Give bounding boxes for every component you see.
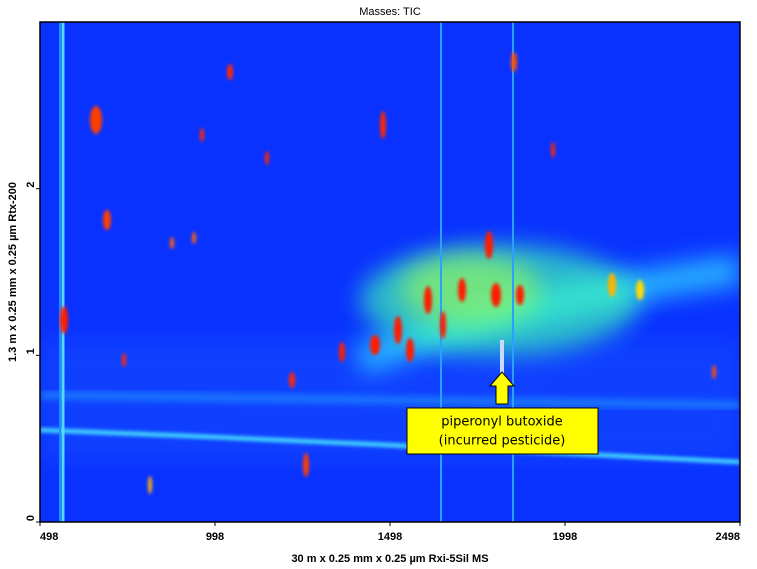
x-tick-label: 1498	[378, 531, 402, 543]
y-tick-label: 2	[25, 182, 37, 188]
y-tick-label: 1	[25, 348, 37, 354]
annotation-box	[406, 407, 599, 455]
y-tick-label: 0	[25, 515, 37, 521]
annotation-text: piperonyl butoxide	[441, 415, 563, 430]
chart-title: Masses: TIC	[359, 6, 421, 18]
contour-image	[40, 22, 740, 522]
annotation-arrow	[488, 371, 516, 405]
annotation: piperonyl butoxide (incurred pesticide)	[406, 371, 599, 455]
x-tick-label: 498	[40, 531, 58, 543]
annotation-text: (incurred pesticide)	[439, 434, 566, 449]
x-axis-label: 30 m x 0.25 mm x 0.25 µm Rxi-5Sil MS	[291, 553, 488, 565]
x-tick-label: 1998	[553, 531, 577, 543]
y-axis-label: 1.3 m x 0.25 mm x 0.25 µm Rtx-200	[7, 182, 19, 362]
x-tick-label: 2498	[716, 531, 740, 543]
x-tick-label: 998	[206, 531, 224, 543]
